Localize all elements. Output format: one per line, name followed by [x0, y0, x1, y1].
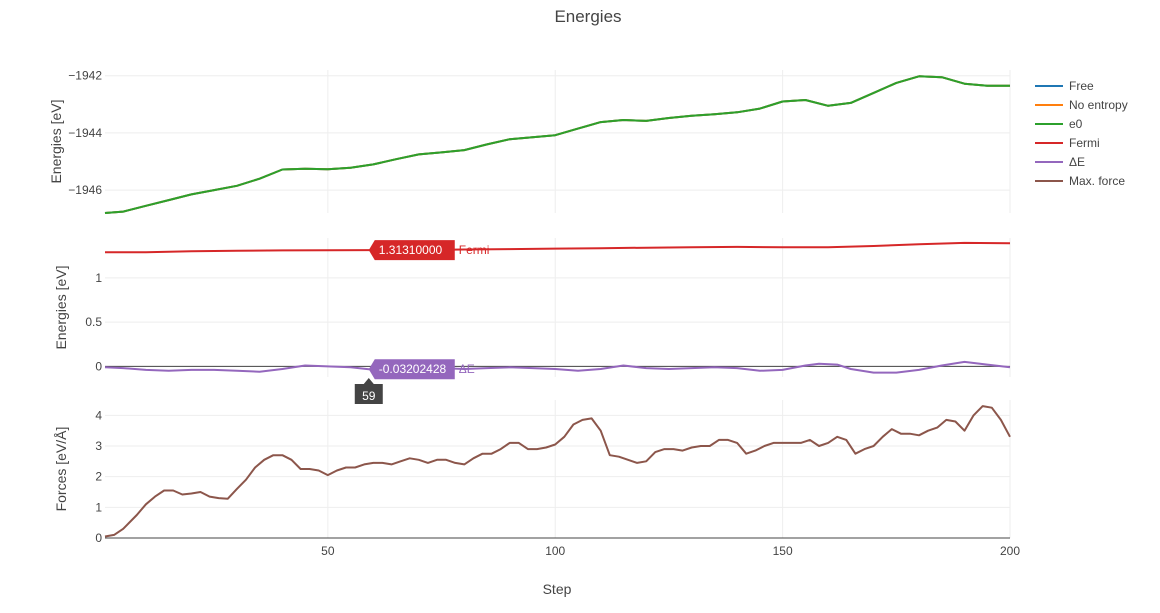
hover-value: 1.31310000 — [379, 243, 443, 257]
legend-item--e[interactable]: ΔE — [1035, 155, 1085, 169]
y-tick-label: 0.5 — [85, 315, 102, 329]
x-tick-label: 150 — [773, 544, 793, 558]
panel-forces: 0 1 2 3 4 Forces [eV/Å] — [53, 400, 1011, 545]
legend-item-free[interactable]: Free — [1035, 79, 1094, 93]
y-axis-title: Forces [eV/Å] — [53, 427, 69, 512]
legend-item-fermi[interactable]: Fermi — [1035, 136, 1100, 150]
y-tick-label: −1946 — [68, 183, 102, 197]
series-line-no-entropy[interactable] — [104, 75, 1010, 214]
legend-label: Free — [1069, 79, 1094, 93]
x-tick-label: 100 — [545, 544, 565, 558]
hover-series-name: ΔE — [459, 362, 475, 376]
y-tick-label: 1 — [95, 500, 102, 514]
series-line-e0[interactable] — [104, 75, 1010, 214]
series-line-max-force[interactable] — [104, 405, 1011, 538]
hover-x-value: 59 — [362, 389, 376, 403]
hover-box — [368, 240, 455, 261]
legend-label: Fermi — [1069, 136, 1100, 150]
y-tick-label: 4 — [95, 408, 102, 422]
series-line-free[interactable] — [104, 75, 1010, 214]
hover-box — [368, 359, 455, 380]
hover-x-label: 59 — [354, 378, 383, 404]
panel-energies: −1946 −1944 −1942 Energies [eV] — [48, 69, 1011, 214]
legend-label: No entropy — [1069, 98, 1128, 112]
legend[interactable]: Free No entropy e0 Fermi ΔE Max. force — [1035, 79, 1128, 188]
y-tick-label: −1944 — [68, 126, 102, 140]
panel-fermi-delta: 0 0.5 1 Energies [eV] 1.31310000 Fermi -0.0320… — [53, 238, 1011, 404]
y-tick-label: 1 — [95, 271, 102, 285]
y-tick-label: 2 — [95, 470, 102, 484]
chart-title: Energies — [554, 7, 621, 26]
hover-label-delta-e: -0.03202428 ΔE — [368, 359, 475, 380]
chart-panels: −1946 −1944 −1942 Energies [eV] 0 0.5 1 Energie… — [48, 69, 1020, 558]
y-tick-label: 0 — [95, 531, 102, 545]
series-line-fermi[interactable] — [105, 241, 1011, 254]
x-tick-label: 50 — [321, 544, 335, 558]
y-tick-label: −1942 — [68, 69, 102, 83]
legend-label: Max. force — [1069, 174, 1125, 188]
y-tick-label: 3 — [95, 439, 102, 453]
legend-item-no-entropy[interactable]: No entropy — [1035, 98, 1128, 112]
legend-item-e0[interactable]: e0 — [1035, 117, 1083, 131]
legend-label: e0 — [1069, 117, 1083, 131]
y-tick-label: 0 — [95, 359, 102, 373]
hover-series-name: Fermi — [459, 243, 490, 257]
series-line--e[interactable] — [104, 360, 1011, 374]
hover-value: -0.03202428 — [379, 362, 447, 376]
x-axis-title: Step — [543, 581, 572, 597]
x-tick-label: 200 — [1000, 544, 1020, 558]
legend-item-max-force[interactable]: Max. force — [1035, 174, 1125, 188]
y-axis-title: Energies [eV] — [48, 99, 64, 183]
y-axis-title: Energies [eV] — [53, 265, 69, 349]
legend-label: ΔE — [1069, 155, 1085, 169]
hover-label-fermi: 1.31310000 Fermi — [368, 240, 490, 261]
hover-x-box — [354, 378, 383, 404]
